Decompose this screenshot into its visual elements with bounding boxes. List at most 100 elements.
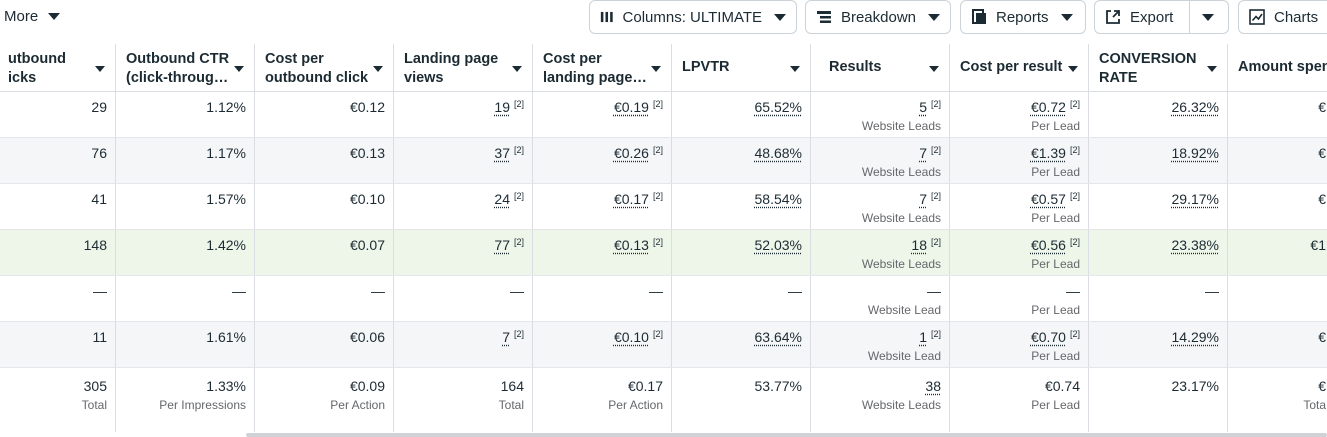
header-amount-spent[interactable]: Amount spen	[1228, 44, 1327, 92]
charts-button[interactable]: Charts	[1238, 0, 1327, 34]
cell-value[interactable]: 24	[494, 191, 510, 207]
export-menu-chevron-icon[interactable]	[1202, 14, 1214, 21]
table-row[interactable]: 148 1.42% €0.07 77 [2] €0.13 [2] 52.03% 18 [2] Web…	[0, 230, 1327, 276]
horizontal-scrollbar[interactable]	[246, 433, 1327, 437]
cell-results: — Website Lead	[811, 276, 950, 321]
cell-value: €	[1318, 99, 1326, 115]
footnote-marker: [2]	[514, 145, 524, 155]
cell-value[interactable]: 5	[919, 99, 927, 115]
footnote-marker: [2]	[514, 191, 524, 201]
cell-value[interactable]: 52.03%	[755, 237, 802, 253]
cell-cpc: €0.10	[255, 184, 394, 229]
cell-value[interactable]: 7	[919, 145, 927, 161]
sort-icon[interactable]	[373, 66, 383, 72]
cell-value: —	[1066, 283, 1080, 299]
export-label[interactable]: Export	[1130, 9, 1173, 26]
table-row[interactable]: 29 1.12% €0.12 19 [2] €0.19 [2] 65.52% 5 [2] Websi…	[0, 92, 1327, 138]
header-conversion-rate[interactable]: CONVERSION RATE	[1089, 44, 1228, 92]
table-row[interactable]: — — — — — — — Website Lead — Per Lead —	[0, 276, 1327, 322]
cell-value: €0.07	[350, 237, 385, 253]
header-lpvtr[interactable]: LPVTR	[672, 44, 811, 92]
footnote-marker: [2]	[653, 329, 663, 339]
cell-value[interactable]: 1	[919, 329, 927, 345]
reports-icon	[971, 9, 987, 25]
cell-value: 1.17%	[206, 145, 246, 161]
sort-icon[interactable]	[512, 66, 522, 72]
header-outbound-clicks[interactable]: utbound icks	[0, 44, 116, 92]
sort-icon[interactable]	[95, 66, 105, 72]
cell-results: 7 [2] Website Leads	[811, 184, 950, 229]
header-label: Cost per outbound click	[265, 51, 368, 86]
cell-results: 1 [2] Website Lead	[811, 322, 950, 367]
cell-value: 29	[91, 99, 107, 115]
table-row[interactable]: 41 1.57% €0.10 24 [2] €0.17 [2] 58.54% 7 [2] Websi…	[0, 184, 1327, 230]
cell-value[interactable]: €0.57	[1031, 191, 1066, 207]
cell-value[interactable]: 63.64%	[755, 329, 802, 345]
cell-value[interactable]: €0.70	[1031, 329, 1066, 345]
cell-lpvtr: 58.54%	[672, 184, 811, 229]
cell-value[interactable]: €0.26	[614, 145, 649, 161]
cell-value[interactable]: 7	[919, 191, 927, 207]
cell-cpc: €0.06	[255, 322, 394, 367]
cell-value[interactable]: 48.68%	[755, 145, 802, 161]
columns-button[interactable]: Columns: ULTIMATE	[589, 0, 797, 34]
cell-value[interactable]: 14.29%	[1172, 329, 1219, 345]
toolbar: More Columns: ULTIMATE Breakdown Reports…	[0, 0, 1327, 36]
footnote-marker: [2]	[1070, 329, 1080, 339]
cell-value: €0.13	[350, 145, 385, 161]
total-results: 38 Website Leads	[811, 368, 950, 432]
header-results[interactable]: Results	[811, 44, 950, 92]
table-row[interactable]: 76 1.17% €0.13 37 [2] €0.26 [2] 48.68% 7 [2] Websi…	[0, 138, 1327, 184]
cell-value[interactable]: 65.52%	[755, 99, 802, 115]
cell-value[interactable]: 37	[494, 145, 510, 161]
cell-value[interactable]: 7	[502, 329, 510, 345]
charts-icon	[1249, 9, 1265, 25]
cell-value[interactable]: 26.32%	[1172, 99, 1219, 115]
cell-value[interactable]: €0.72	[1031, 99, 1066, 115]
cell-conv: 23.38%	[1089, 230, 1228, 275]
reports-button[interactable]: Reports	[960, 0, 1086, 34]
cell-subtext: Website Leads	[811, 165, 941, 179]
more-button[interactable]: More	[4, 8, 60, 25]
sort-icon[interactable]	[234, 66, 244, 72]
sort-icon[interactable]	[790, 66, 800, 72]
cell-subtext: Per Lead	[950, 257, 1080, 271]
cell-value[interactable]: 19	[494, 99, 510, 115]
header-cost-per-outbound-click[interactable]: Cost per outbound click	[255, 44, 394, 92]
header-cost-per-landing-page[interactable]: Cost per landing page…	[533, 44, 672, 92]
cell-value: 41	[91, 191, 107, 207]
cell-value[interactable]: 23.38%	[1172, 237, 1219, 253]
columns-icon	[600, 9, 614, 25]
table-row[interactable]: 11 1.61% €0.06 7 [2] €0.10 [2] 63.64% 1 [2] Websit…	[0, 322, 1327, 368]
sort-icon[interactable]	[651, 66, 661, 72]
columns-label: Columns: ULTIMATE	[623, 9, 762, 26]
header-cost-per-result[interactable]: Cost per result	[950, 44, 1089, 92]
header-label: utbound icks	[8, 51, 66, 86]
cell-value[interactable]: €0.17	[614, 191, 649, 207]
header-landing-page-views[interactable]: Landing page views	[394, 44, 533, 92]
cell-value[interactable]: 29.17%	[1172, 191, 1219, 207]
cell-value[interactable]: €0.56	[1031, 237, 1066, 253]
cell-value: €	[1318, 329, 1326, 345]
cell-clicks: 29	[0, 92, 116, 137]
cell-value[interactable]: 58.54%	[755, 191, 802, 207]
cell-value[interactable]: €1.39	[1031, 145, 1066, 161]
cell-clicks: 11	[0, 322, 116, 367]
cell-subtext: Per Lead	[950, 349, 1080, 363]
cell-value[interactable]: €0.19	[614, 99, 649, 115]
cell-value[interactable]: 18.92%	[1172, 145, 1219, 161]
breakdown-button[interactable]: Breakdown	[805, 0, 951, 34]
cell-results: 5 [2] Website Leads	[811, 92, 950, 137]
sort-icon[interactable]	[1207, 66, 1217, 72]
cell-value[interactable]: €0.13	[614, 237, 649, 253]
cell-value: —	[927, 283, 941, 299]
cell-value[interactable]: €0.10	[614, 329, 649, 345]
sort-icon[interactable]	[1068, 66, 1078, 72]
header-outbound-ctr[interactable]: Outbound CTR (click-throug…	[116, 44, 255, 92]
cell-cplpv: €0.19 [2]	[533, 92, 672, 137]
cell-subtext: Per Lead	[950, 165, 1080, 179]
cell-value[interactable]: 77	[494, 237, 510, 253]
sort-icon[interactable]	[929, 66, 939, 72]
cell-value[interactable]: 18	[911, 237, 927, 253]
cell-cpr: €0.72 [2] Per Lead	[950, 92, 1089, 137]
